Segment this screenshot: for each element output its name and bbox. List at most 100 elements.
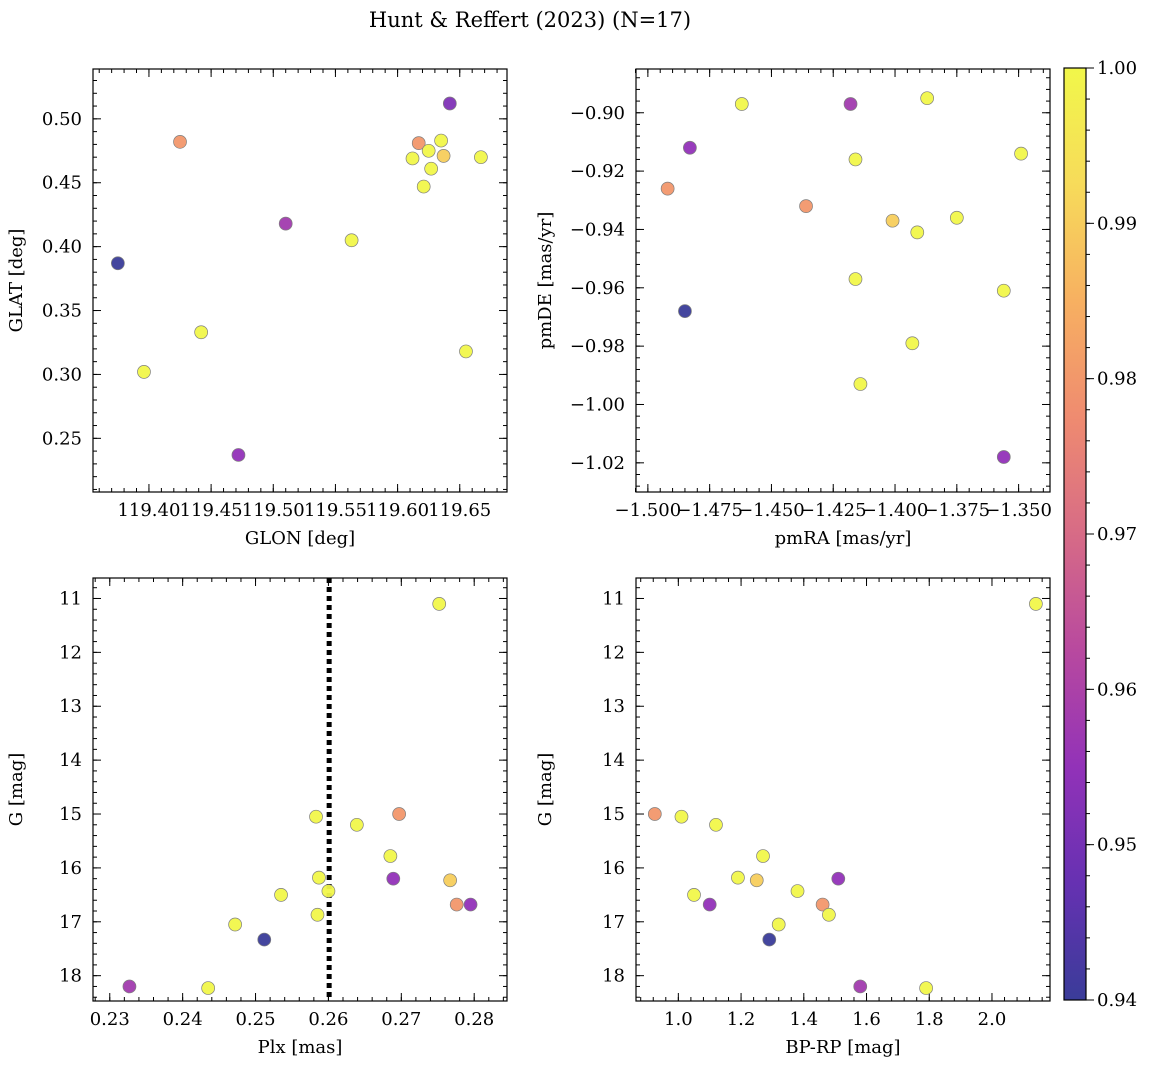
panel-bprp-g: 1.0 1.2 1.4 1.6 1.8 2.0 11 12 13 14 15 16 17 18 BP-RP …: [535, 577, 1051, 1058]
data-point: [424, 161, 439, 176]
data-point: [474, 150, 488, 165]
data-point: [674, 809, 689, 824]
y-axis-label: G [mag]: [6, 753, 27, 826]
y-tick-label: 14: [59, 750, 82, 771]
x-tick-label: −1.375: [924, 500, 991, 521]
data-point: [278, 216, 293, 231]
data-point: [274, 887, 288, 902]
y-tick-label: −0.92: [570, 161, 625, 182]
data-point: [443, 873, 457, 888]
y-tick-label: 13: [59, 696, 82, 717]
ticks: [635, 69, 1050, 492]
data-point: [228, 917, 242, 932]
x-tick-label: −1.425: [800, 500, 867, 521]
x-tick-label: 119.65: [428, 500, 491, 521]
data-point: [919, 981, 933, 995]
data-point: [831, 871, 846, 886]
y-tick-label: 15: [59, 804, 82, 825]
y-axis-label: GLAT [deg]: [6, 229, 27, 333]
colorbar-gradient: [1063, 67, 1087, 1001]
y-tick-label: 17: [602, 912, 625, 933]
y-tick-label: 17: [59, 912, 82, 933]
data-point: [756, 849, 770, 863]
data-point: [309, 809, 323, 824]
data-point: [321, 884, 336, 898]
data-point: [822, 907, 836, 922]
x-tick-label: 1.4: [789, 1009, 818, 1030]
x-tick-label: 1.8: [915, 1009, 944, 1030]
scatter-points: [660, 91, 1028, 464]
y-tick-label: −0.98: [570, 336, 625, 357]
data-point: [392, 807, 406, 821]
y-tick-label: 0.25: [42, 428, 82, 449]
data-point: [449, 897, 464, 912]
x-tick-label: 0.26: [308, 1009, 348, 1030]
y-tick-label: 0.35: [42, 301, 82, 322]
data-point: [996, 450, 1011, 464]
plot-area: [636, 578, 1050, 1001]
y-tick-label: 16: [602, 858, 625, 879]
x-tick-label: 119.60: [366, 500, 429, 521]
plot-frame: [92, 577, 508, 1002]
data-point: [853, 377, 868, 391]
panel-plx-g: 0.23 0.24 0.25 0.26 0.27 0.28 11 12 13 14 15 16 17 18…: [6, 577, 508, 1058]
data-point: [799, 199, 813, 213]
x-tick-label: 0.25: [235, 1009, 275, 1030]
data-point: [350, 817, 364, 832]
data-point: [687, 887, 701, 902]
data-point: [815, 897, 830, 912]
data-point: [411, 136, 426, 150]
data-point: [436, 149, 451, 163]
colorbar: 0.94 0.95 0.96 0.97 0.98 0.99 1.00: [1063, 58, 1137, 1011]
data-point: [843, 97, 858, 111]
x-tick-label: −1.400: [862, 500, 929, 521]
data-point: [194, 325, 209, 340]
x-tick-label: 2.0: [978, 1009, 1007, 1030]
data-point: [771, 917, 786, 932]
colorbar-tick-label: 0.98: [1097, 369, 1137, 390]
panel-glon-glat: 119.40 119.45 119.50 119.55 119.60 119.65 0.25…: [6, 68, 508, 549]
x-tick-label: 119.55: [304, 500, 367, 521]
data-point: [1029, 597, 1043, 611]
y-tick-label: 16: [59, 858, 82, 879]
plot-frame: [635, 68, 1051, 493]
scatter-points: [122, 597, 478, 995]
x-tick-label: 0.27: [381, 1009, 421, 1030]
data-point: [386, 871, 401, 886]
data-point: [442, 96, 457, 111]
y-tick-label: 0.40: [42, 237, 82, 258]
data-point: [405, 151, 420, 166]
data-point: [709, 817, 723, 832]
colorbar-tick-label: 0.94: [1097, 990, 1137, 1011]
scatter-points: [111, 96, 488, 462]
plot-area: [93, 69, 507, 492]
plot-area: [636, 69, 1050, 492]
y-tick-label: 11: [59, 588, 82, 609]
data-point: [853, 979, 868, 994]
ticks: [636, 578, 1050, 1001]
x-tick-label: −1.350: [985, 500, 1052, 521]
data-point: [949, 210, 964, 225]
y-tick-label: −0.96: [570, 278, 625, 299]
data-point: [762, 932, 777, 947]
x-tick-label: 119.40: [117, 500, 180, 521]
y-tick-label: 18: [602, 966, 625, 987]
plot-frame: [635, 577, 1051, 1002]
data-point: [122, 979, 137, 994]
y-axis-label: pmDE [mas/yr]: [535, 212, 556, 350]
plot-frame: [92, 68, 508, 493]
data-point: [683, 140, 697, 155]
data-point: [749, 873, 764, 888]
x-tick-label: 0.24: [163, 1009, 203, 1030]
x-tick-label: 119.45: [180, 500, 243, 521]
data-point: [383, 849, 398, 863]
x-tick-label: 1.0: [664, 1009, 693, 1030]
y-axis-label: G [mag]: [535, 753, 556, 826]
data-point: [231, 448, 246, 462]
ticks: [93, 578, 507, 1001]
data-point: [312, 870, 326, 885]
y-tick-label: 12: [602, 642, 625, 663]
x-tick-label: 0.28: [454, 1009, 494, 1030]
x-axis-label: pmRA [mas/yr]: [775, 528, 912, 549]
data-point: [996, 283, 1011, 298]
